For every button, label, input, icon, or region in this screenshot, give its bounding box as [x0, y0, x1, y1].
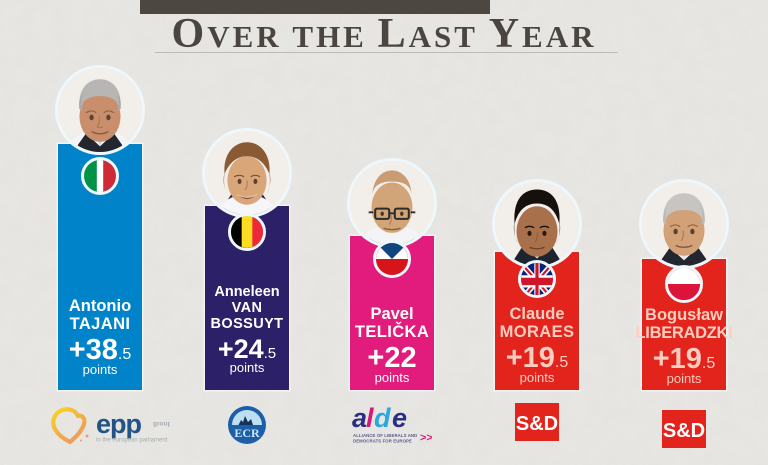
svg-text:>>: >>: [420, 432, 432, 444]
svg-text:epp: epp: [96, 409, 142, 439]
svg-text:DEMOCRATS FOR EUROPE: DEMOCRATS FOR EUROPE: [353, 439, 412, 444]
svg-text:d: d: [374, 403, 391, 433]
svg-text:e: e: [392, 403, 407, 433]
svg-text:l: l: [366, 403, 374, 433]
svg-text:ECR: ECR: [234, 426, 260, 440]
svg-text:S&D: S&D: [516, 413, 558, 435]
svg-text:group: group: [153, 421, 170, 428]
svg-text:in the european parliament: in the european parliament: [96, 438, 168, 444]
svg-text:a: a: [352, 403, 367, 433]
svg-text:S&D: S&D: [663, 420, 705, 442]
svg-text:ALLIANCE OF LIBERALS AND: ALLIANCE OF LIBERALS AND: [353, 433, 417, 438]
